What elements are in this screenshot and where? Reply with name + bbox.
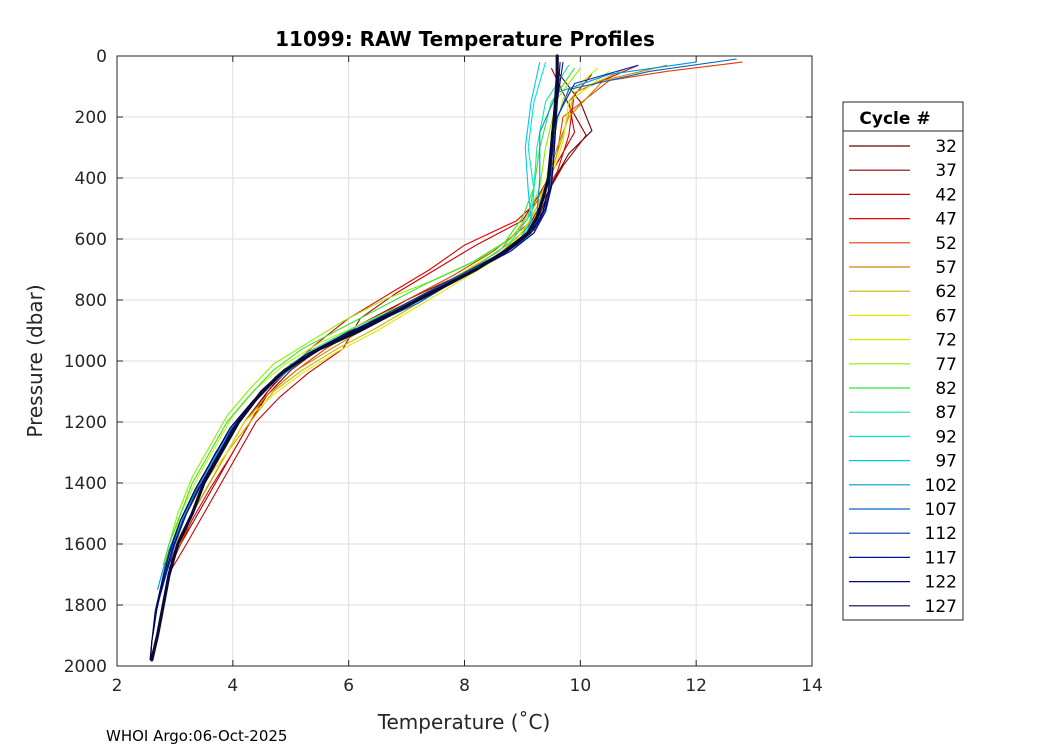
legend-label-cycle-92: 92 [935,427,957,447]
y-tick-label: 800 [75,291,107,311]
legend-label-cycle-42: 42 [935,185,957,205]
y-tick-label: 1800 [64,596,107,616]
legend: Cycle # 32 37 42 47 52 57 62 67 72 77 82 87 92 97 102 1… [842,101,964,621]
series-line-cycle-127 [149,62,558,660]
legend-label-cycle-77: 77 [935,355,957,375]
x-tick-label: 14 [801,676,823,696]
legend-label-cycle-32: 32 [935,137,957,157]
mean-profile-line [150,54,559,662]
legend-label-cycle-122: 122 [925,573,957,593]
legend-label-cycle-52: 52 [935,234,957,254]
legend-label-cycle-47: 47 [935,210,957,230]
credit-text: WHOI Argo:06-Oct-2025 [106,727,287,745]
x-axis-ticks: 2 4 6 8 10 12 14 [112,56,823,696]
legend-label-cycle-67: 67 [935,306,957,326]
x-tick-label: 12 [685,676,707,696]
legend-label-cycle-117: 117 [925,548,957,568]
y-tick-label: 1600 [64,535,107,555]
legend-label-cycle-107: 107 [925,500,957,520]
legend-label-cycle-112: 112 [925,524,957,544]
y-axis-ticks: 0 200 400 600 800 1000 1200 1400 1600 1800 2000 [64,47,812,677]
legend-label-cycle-62: 62 [935,282,957,302]
legend-label-cycle-57: 57 [935,258,957,278]
legend-label-cycle-127: 127 [925,597,957,617]
y-tick-label: 1400 [64,474,107,494]
y-tick-label: 1200 [64,413,107,433]
series-line-cycle-77 [162,67,581,566]
plot-area: 2 4 6 8 10 12 14 0 200 400 600 800 1000 1200 1400 1600… [64,47,823,696]
y-tick-label: 2000 [64,657,107,677]
y-tick-label: 1000 [64,352,107,372]
legend-label-cycle-102: 102 [925,476,957,496]
legend-entries: 32 37 42 47 52 57 62 67 72 77 82 87 92 97 102 107 112 117… [849,137,957,617]
y-tick-label: 200 [75,108,107,128]
series-lines [149,58,743,660]
y-tick-label: 0 [96,47,107,67]
y-axis-label: Pressure (dbar) [23,284,47,437]
mean-profile [150,54,559,662]
legend-label-cycle-72: 72 [935,331,957,351]
x-tick-label: 2 [112,676,123,696]
x-tick-label: 6 [343,676,354,696]
x-tick-label: 10 [570,676,592,696]
x-tick-label: 8 [459,676,470,696]
legend-label-cycle-97: 97 [935,452,957,472]
x-axis-label: Temperature (˚C) [377,710,551,734]
y-tick-label: 600 [75,230,107,250]
legend-label-cycle-87: 87 [935,403,957,423]
chart-title: 11099: RAW Temperature Profiles [275,27,655,51]
x-tick-label: 4 [227,676,238,696]
legend-label-cycle-82: 82 [935,379,957,399]
legend-label-cycle-37: 37 [935,161,957,181]
y-tick-label: 400 [75,169,107,189]
legend-title: Cycle # [859,109,930,129]
